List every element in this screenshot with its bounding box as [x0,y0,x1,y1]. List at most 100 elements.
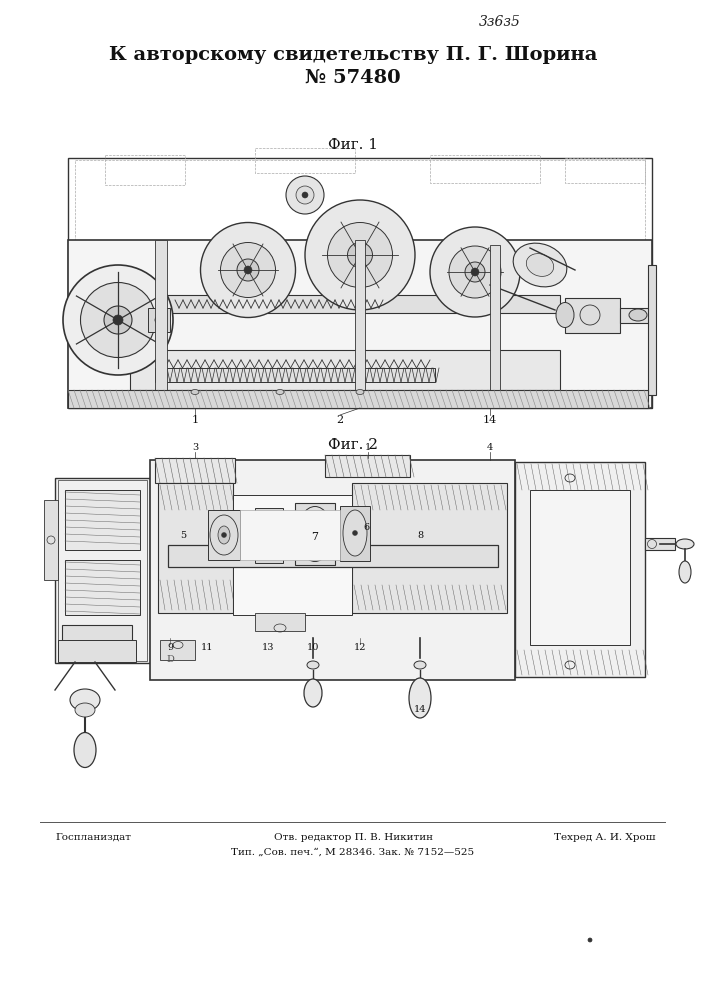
Bar [65,490,140,550]
Text: 1: 1 [192,415,199,425]
Text: 12: 12 [354,644,366,652]
Ellipse shape [221,532,226,538]
Ellipse shape [305,200,415,310]
Text: 5: 5 [180,532,186,540]
Ellipse shape [276,389,284,394]
Ellipse shape [312,532,317,536]
Ellipse shape [75,703,95,717]
Ellipse shape [221,242,276,298]
Text: К авторскому свидетельству П. Г. Шорина: К авторскому свидетельству П. Г. Шорина [109,46,597,64]
Ellipse shape [556,302,574,328]
Text: 4: 4 [487,444,493,452]
Ellipse shape [81,282,156,358]
Ellipse shape [353,530,358,536]
Bar [340,506,370,561]
Text: Отв. редактор П. В. Никитин: Отв. редактор П. В. Никитин [274,832,433,842]
Text: Техред А. И. Хрош: Техред А. И. Хрош [554,832,655,842]
Text: 3з6з5: 3з6з5 [479,15,521,29]
Bar [352,483,507,613]
Bar [620,308,652,323]
Bar [105,155,185,185]
Bar [148,308,170,332]
Bar [490,245,500,405]
Text: 1: 1 [365,444,371,452]
Bar [648,265,656,395]
Bar [208,510,240,560]
Bar [44,500,58,580]
Text: Фиг. 2: Фиг. 2 [328,438,378,452]
Ellipse shape [286,176,324,214]
Ellipse shape [513,243,567,287]
Text: 8: 8 [417,530,423,540]
Ellipse shape [679,561,691,583]
Ellipse shape [348,242,373,267]
Bar [255,508,283,563]
Bar [68,240,652,408]
Bar [130,295,560,313]
Ellipse shape [526,254,554,276]
Ellipse shape [104,306,132,334]
Bar [530,490,630,645]
Ellipse shape [343,510,367,556]
Bar [325,455,410,477]
Bar [155,368,435,382]
Ellipse shape [588,938,592,942]
Bar [645,538,675,550]
Ellipse shape [63,265,173,375]
Text: 7: 7 [312,532,318,542]
Bar [75,160,645,245]
Bar [295,503,335,565]
Bar [430,155,540,183]
Bar [130,350,560,390]
Ellipse shape [430,227,520,317]
Ellipse shape [201,223,296,318]
Ellipse shape [70,689,100,711]
Bar [58,640,136,662]
Text: 14: 14 [483,415,497,425]
Ellipse shape [237,259,259,281]
Bar [65,560,140,615]
Ellipse shape [191,389,199,394]
Ellipse shape [356,389,364,394]
Text: 14: 14 [414,706,426,714]
Text: 3: 3 [192,444,198,452]
Ellipse shape [74,732,96,768]
Text: Госпланиздат: Госпланиздат [55,832,131,842]
Ellipse shape [465,262,485,282]
Text: D: D [166,656,174,664]
Ellipse shape [580,305,600,325]
Bar [55,478,150,663]
Ellipse shape [210,515,238,555]
Text: 10: 10 [307,644,319,652]
Text: 2: 2 [337,415,344,425]
Ellipse shape [218,526,230,544]
Text: № 57480: № 57480 [305,69,401,87]
Bar [158,483,233,613]
Bar [240,510,340,560]
Ellipse shape [302,192,308,198]
Ellipse shape [356,250,365,259]
Ellipse shape [409,678,431,718]
Text: Тип. „Сов. печ.“, М 28346. Зак. № 7152—525: Тип. „Сов. печ.“, М 28346. Зак. № 7152—5… [231,848,474,856]
Bar [355,240,365,408]
Ellipse shape [307,522,323,546]
Text: 11: 11 [201,644,214,652]
Ellipse shape [307,661,319,669]
Ellipse shape [113,315,123,325]
Bar [58,480,147,661]
Ellipse shape [414,661,426,669]
Ellipse shape [629,309,647,321]
Ellipse shape [298,506,332,562]
Ellipse shape [676,539,694,549]
Bar [62,625,132,645]
Ellipse shape [304,679,322,707]
Bar [565,158,645,183]
Text: Фиг. 1: Фиг. 1 [328,138,378,152]
Bar [160,640,195,660]
Bar [255,148,355,173]
Bar [255,613,305,631]
Bar [168,545,498,567]
Bar [155,240,167,408]
Bar [565,298,620,333]
Bar [68,390,648,408]
